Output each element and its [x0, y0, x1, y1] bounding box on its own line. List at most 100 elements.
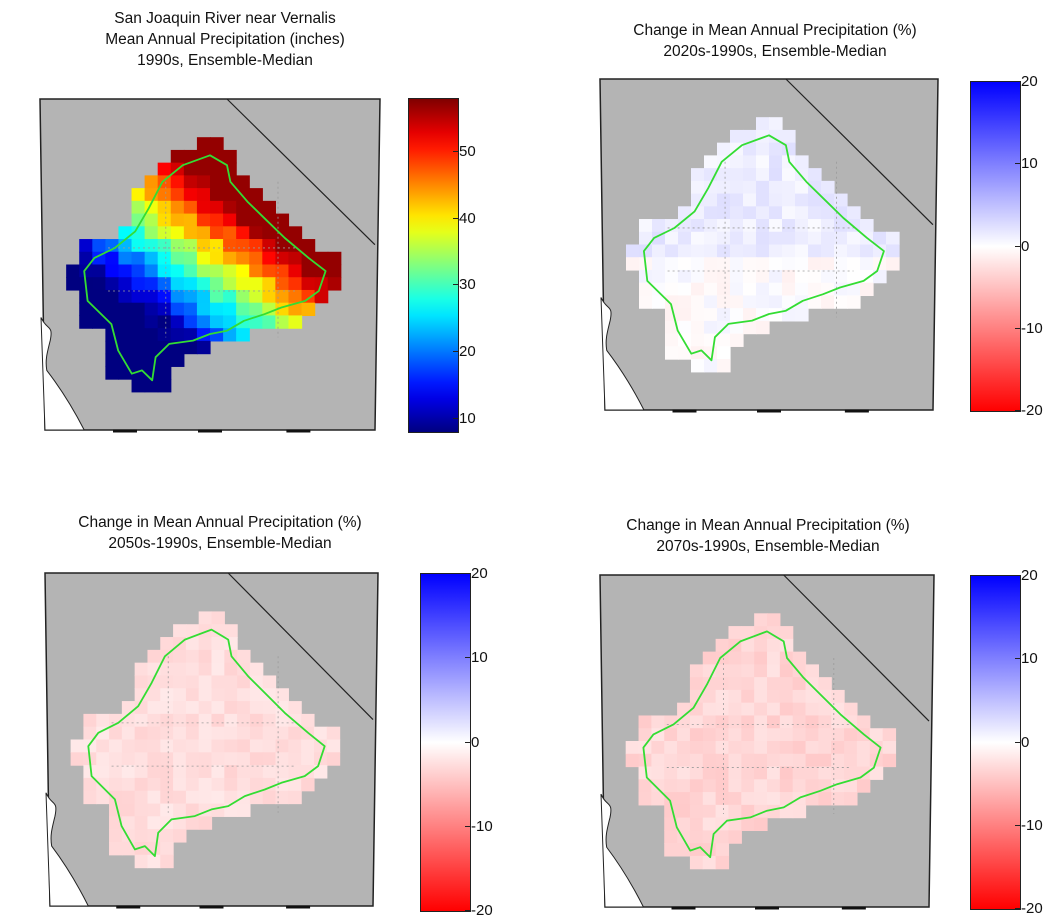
grid-cell: [821, 295, 835, 309]
grid-cell: [160, 803, 174, 817]
grid-cell: [678, 219, 692, 233]
grid-cell: [754, 766, 768, 780]
grid-cell: [262, 726, 277, 741]
grid-cell: [313, 765, 328, 779]
grid-cell: [144, 315, 159, 329]
grid-cell: [224, 624, 238, 638]
grid-cell: [144, 175, 159, 189]
grid-cell: [625, 741, 640, 755]
grid-cell: [211, 662, 225, 677]
grid-cell: [198, 816, 213, 830]
grid-cell: [834, 244, 848, 258]
grid-cell: [691, 180, 705, 195]
grid-cell: [702, 766, 717, 780]
grid-cell: [702, 804, 717, 819]
grid-cell: [754, 779, 768, 793]
grid-cell: [769, 244, 783, 258]
grid-cell: [160, 713, 174, 728]
grid-cell: [847, 244, 861, 258]
grid-cell: [756, 320, 770, 335]
grid-cell: [301, 277, 316, 291]
title-line-3: 1990s, Ensemble-Median: [137, 52, 313, 69]
grid-cell: [105, 353, 120, 367]
grid-cell: [743, 168, 757, 182]
grid-cell: [818, 689, 832, 704]
grid-cell: [769, 155, 783, 169]
grid-cell: [134, 777, 149, 792]
grid-cell: [144, 289, 159, 304]
colorbar-tick-label: 0: [1021, 733, 1030, 751]
grid-cell: [224, 777, 238, 792]
grid-cell: [237, 675, 251, 689]
grid-cell: [157, 213, 172, 227]
grid-cell: [210, 175, 224, 189]
grid-cell: [109, 726, 123, 741]
title-line-2: 2020s-1990s, Ensemble-Median: [663, 43, 887, 60]
ocean-area: [600, 793, 645, 908]
grid-cell: [754, 715, 768, 729]
grid-cell: [717, 282, 731, 297]
grid-cell: [769, 206, 783, 220]
grid-cell: [728, 626, 742, 640]
grid-cell: [689, 817, 704, 831]
grid-cell: [715, 855, 730, 870]
grid-cell: [198, 649, 213, 664]
grid-cell: [262, 277, 276, 291]
grid-cell: [211, 701, 225, 715]
grid-cell: [831, 753, 845, 768]
grid-cell: [83, 713, 97, 728]
grid-cell: [223, 264, 237, 278]
grid-cell: [741, 741, 755, 755]
grid-cell: [779, 792, 794, 806]
grid-cell: [769, 193, 783, 207]
grid-cell: [754, 664, 768, 678]
grid-cell: [198, 790, 213, 805]
grid-cell: [664, 766, 678, 780]
grid-cell: [717, 168, 731, 182]
grid-cell: [844, 792, 858, 806]
grid-cell: [704, 219, 718, 233]
grid-cell: [147, 777, 161, 792]
grid-cell: [741, 779, 755, 793]
grid-cell: [728, 664, 742, 678]
grid-cell: [754, 613, 768, 627]
grid-cell: [728, 817, 742, 831]
grid-cell: [109, 841, 123, 856]
grid-cell: [831, 792, 845, 806]
grid-cell: [767, 779, 781, 793]
grid-cell: [856, 741, 871, 755]
grid-cell: [131, 200, 146, 215]
grid-cell: [831, 689, 845, 704]
grid-cell: [754, 728, 768, 742]
grid-cell: [769, 295, 783, 309]
grid-cell: [211, 675, 225, 689]
grid-cell: [677, 792, 691, 806]
grid-cell: [83, 726, 97, 741]
title-line-2: 2050s-1990s, Ensemble-Median: [108, 535, 332, 552]
basin-outline: [83, 154, 327, 382]
panel-title: San Joaquin River near Vernalis Mean Ann…: [20, 8, 430, 71]
grid-cell: [715, 715, 730, 729]
grid-cell: [223, 213, 237, 227]
grid-cell: [847, 257, 861, 271]
colorbar-tick-mark: [453, 284, 458, 286]
grid-cell: [160, 739, 174, 753]
grid-cell: [262, 777, 277, 792]
grid-cell: [873, 231, 887, 246]
grid-cell: [121, 816, 136, 830]
grid-cell: [210, 137, 224, 151]
grid-cell: [147, 854, 161, 869]
grid-cell: [131, 251, 146, 266]
grid-cell: [677, 753, 691, 768]
grid-cell: [105, 239, 120, 253]
grid-cell: [96, 713, 110, 728]
grid-cell: [869, 766, 884, 780]
grid-cell: [144, 379, 159, 393]
grid-cell: [677, 843, 691, 857]
grid-cell: [639, 269, 653, 284]
grid-cell: [743, 308, 757, 322]
grid-cell: [249, 302, 263, 317]
grid-cell: [83, 765, 97, 779]
grid-cell: [717, 244, 731, 258]
grid-cell: [678, 269, 692, 284]
